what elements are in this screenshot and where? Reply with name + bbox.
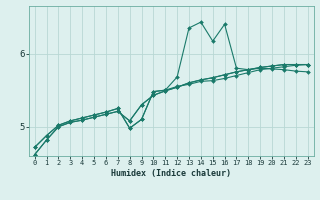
X-axis label: Humidex (Indice chaleur): Humidex (Indice chaleur) [111, 169, 231, 178]
